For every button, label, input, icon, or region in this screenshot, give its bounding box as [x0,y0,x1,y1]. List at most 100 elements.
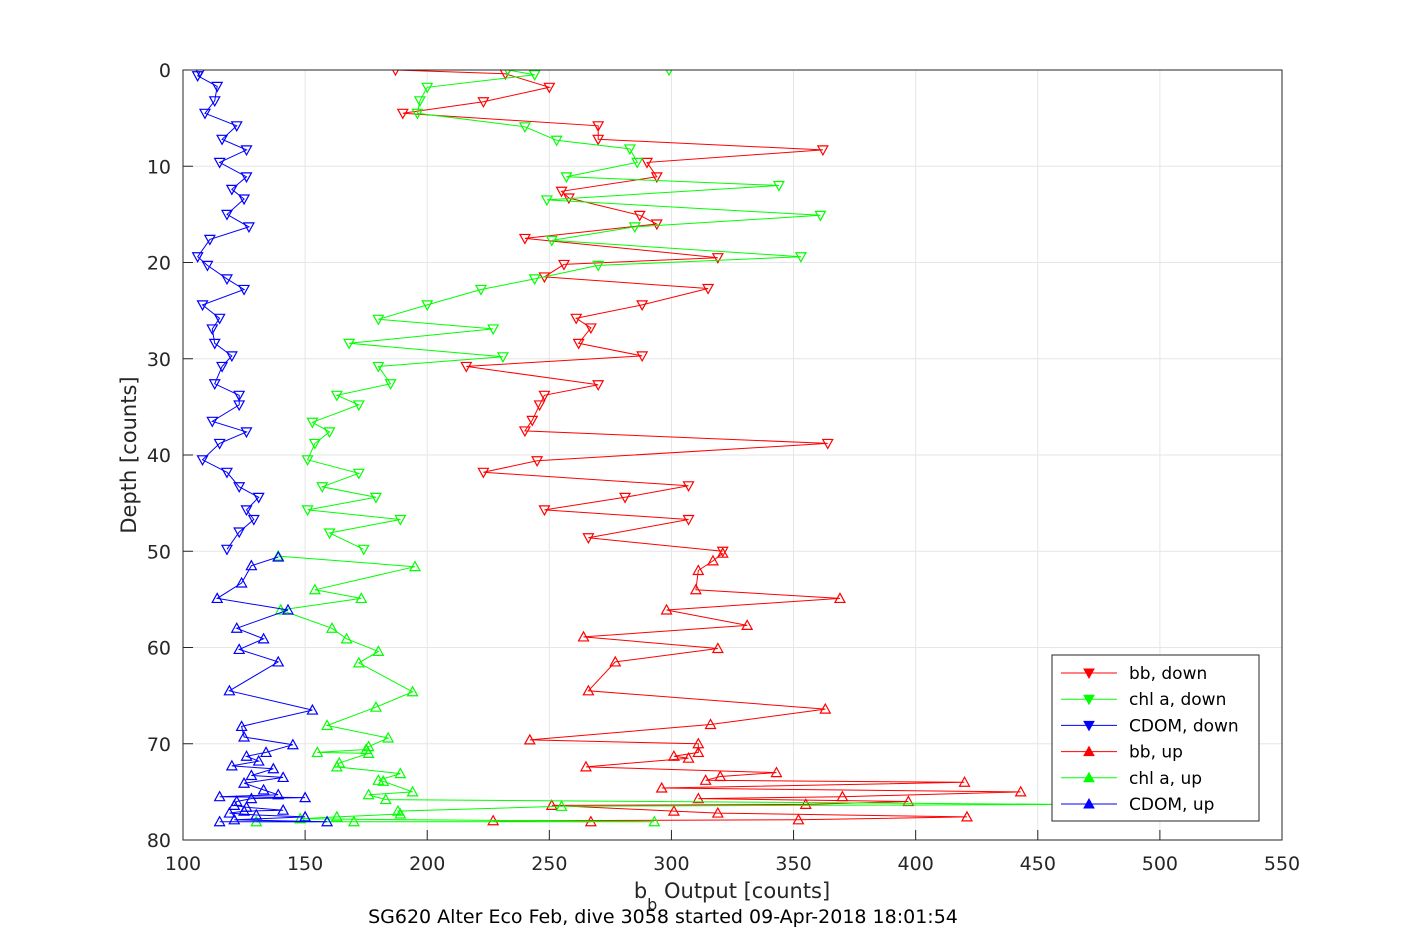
legend-item-cdom-down: CDOM, down [1061,716,1239,736]
data-point-cdom-up [225,759,238,771]
data-point-chl-a-down [560,172,573,184]
data-point-cdom-up [272,655,285,667]
data-point-cdom-down [220,467,233,479]
legend-marker [1083,668,1095,680]
data-point-bb-up [958,776,971,787]
data-point-cdom-up [238,804,251,816]
data-point-bb-down [816,145,829,157]
data-point-cdom-up [272,788,285,800]
data-point-chl-a-up [308,583,321,595]
data-point-chl-a-down [528,70,541,82]
x-tick-label: 350 [775,853,811,875]
data-point-chl-a-up [294,812,307,824]
data-point-cdom-up [257,632,270,644]
data-point-cdom-down [208,96,221,108]
legend-item-bb-down: bb, down [1061,664,1207,684]
data-point-chl-a-down [496,352,509,364]
data-point-bb-down [641,157,654,169]
data-point-chl-a-up [382,731,395,743]
data-point-cdom-down [240,427,253,439]
data-point-chl-a-up [377,775,390,786]
data-point-chl-a-down [394,514,407,526]
data-point-bb-down [477,97,490,108]
data-point-bb-down [636,351,649,363]
data-point-bb-up [655,781,668,793]
data-point-bb-up [582,684,595,696]
data-point-bb-down [518,426,531,438]
data-point-chl-a-down [631,157,644,169]
x-tick-label: 450 [1020,853,1056,875]
data-point-cdom-down [196,455,209,467]
data-point-cdom-up [252,754,265,766]
data-point-chl-a-down [316,482,329,493]
legend-label: bb, down [1129,664,1207,684]
data-point-cdom-up [233,643,246,655]
legend-marker [1083,694,1095,706]
data-point-bb-up [699,774,712,785]
series-line-cdom-down [196,71,260,550]
data-point-cdom-up [211,592,224,604]
data-point-bb-down [584,323,597,335]
data-point-cdom-up [235,720,248,732]
data-point-chl-a-down [372,361,385,373]
legend-label: chl a, up [1129,769,1202,789]
y-tick-label: 20 [147,253,171,275]
data-point-bb-up [660,603,673,615]
data-point-chl-a-up [394,807,407,819]
data-point-bb-down [619,492,632,504]
data-point-cdom-up [245,559,258,571]
data-point-cdom-down [247,514,260,526]
y-tick-label: 80 [147,830,171,852]
data-point-cdom-up [213,790,226,802]
data-point-chl-a-down [384,379,397,391]
data-point-chl-a-up [372,645,385,656]
y-tick-label: 50 [147,541,171,563]
data-point-cdom-down [213,313,226,325]
data-point-bb-up [692,746,705,758]
legend-label: CDOM, down [1129,716,1239,736]
data-point-chl-a-down [411,108,424,120]
data-point-bb-down [543,82,556,94]
data-point-cdom-down [233,527,246,539]
data-point-bb-up [711,806,724,818]
data-point-bb-up [689,583,702,595]
data-point-bb-up [577,630,590,642]
data-point-cdom-up [250,808,263,820]
x-axis-title-main: b [634,879,647,903]
data-point-cdom-up [238,776,251,788]
data-point-chl-a-up [355,592,368,604]
data-point-bb-down [538,390,551,402]
data-point-bb-down [538,505,551,517]
data-point-cdom-down [208,338,221,350]
data-point-chl-a-up [362,788,375,800]
data-point-bb-up [716,546,729,558]
data-point-bb-down [572,338,585,350]
data-point-bb-down [533,400,546,412]
series-cdom-down [191,70,265,556]
data-point-cdom-down [201,260,214,272]
data-point-cdom-down [225,351,238,363]
data-point-chl-a-up [311,746,324,758]
data-point-chl-a-down [323,427,336,439]
data-point-cdom-down [233,390,246,402]
series-line-chl-a-down [306,70,821,550]
data-point-bb-down [636,300,649,312]
data-point-bb-down [396,108,409,120]
data-point-chl-a-down [592,260,605,272]
data-point-bb-down [592,380,605,391]
legend-item-chl-a-up: chl a, up [1061,769,1202,789]
data-point-bb-up [960,810,973,822]
data-point-cdom-down [198,108,211,120]
data-point-cdom-up [306,703,319,715]
y-axis-title: Depth [counts] [117,376,141,533]
data-point-cdom-down [208,379,221,391]
data-point-chl-a-down [474,284,487,296]
data-point-chl-a-down [306,417,319,429]
data-point-cdom-up [277,771,290,783]
data-point-cdom-up [240,750,253,761]
data-point-bb-up [792,813,805,825]
data-point-cdom-down [220,274,233,286]
y-tick-label: 10 [147,156,171,178]
data-point-bb-up [545,799,558,810]
data-point-chl-a-down [323,528,336,540]
